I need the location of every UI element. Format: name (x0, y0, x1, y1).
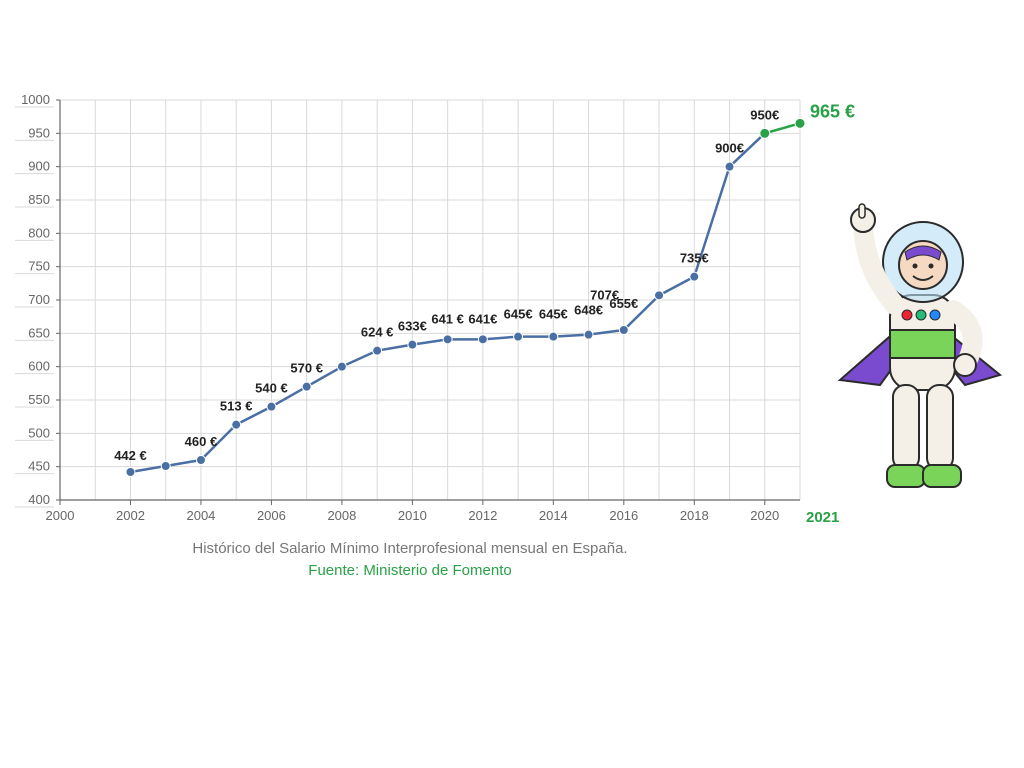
svg-text:633€: 633€ (398, 319, 427, 334)
svg-text:800: 800 (28, 225, 50, 240)
svg-text:648€: 648€ (574, 303, 603, 318)
svg-text:2021: 2021 (806, 509, 839, 526)
svg-text:624 €: 624 € (361, 325, 394, 340)
svg-text:641 €: 641 € (431, 311, 464, 326)
svg-text:442 €: 442 € (114, 448, 147, 463)
svg-text:2002: 2002 (116, 508, 145, 523)
svg-text:900€: 900€ (715, 141, 744, 156)
svg-text:641€: 641€ (468, 311, 497, 326)
svg-text:707€: 707€ (590, 287, 619, 302)
svg-text:2018: 2018 (680, 508, 709, 523)
line-chart: 400 450 500 550 600 650 700 750 800 850 900 950 1000… (0, 0, 1024, 768)
svg-text:2014: 2014 (539, 508, 568, 523)
chart-root: 400 450 500 550 600 650 700 750 800 850 900 950 1000… (0, 0, 1024, 768)
svg-text:2010: 2010 (398, 508, 427, 523)
svg-text:550: 550 (28, 392, 50, 407)
svg-text:570 €: 570 € (290, 361, 323, 376)
svg-text:750: 750 (28, 259, 50, 274)
svg-text:735€: 735€ (680, 251, 709, 266)
svg-text:2012: 2012 (468, 508, 497, 523)
svg-text:645€: 645€ (504, 307, 533, 322)
svg-text:850: 850 (28, 192, 50, 207)
svg-text:645€: 645€ (539, 307, 568, 322)
svg-text:450: 450 (28, 459, 50, 474)
svg-text:500: 500 (28, 425, 50, 440)
svg-text:2008: 2008 (327, 508, 356, 523)
svg-text:950€: 950€ (750, 107, 779, 122)
svg-text:965 €: 965 € (810, 101, 855, 121)
svg-text:950: 950 (28, 125, 50, 140)
svg-text:540 €: 540 € (255, 381, 288, 396)
svg-text:1000: 1000 (21, 92, 50, 107)
svg-text:2006: 2006 (257, 508, 286, 523)
svg-text:600: 600 (28, 359, 50, 374)
svg-text:460 €: 460 € (185, 434, 218, 449)
svg-text:2016: 2016 (609, 508, 638, 523)
svg-text:2020: 2020 (750, 508, 779, 523)
svg-text:2004: 2004 (186, 508, 215, 523)
svg-text:900: 900 (28, 159, 50, 174)
svg-text:400: 400 (28, 492, 50, 507)
svg-text:650: 650 (28, 325, 50, 340)
svg-text:700: 700 (28, 292, 50, 307)
svg-text:513 €: 513 € (220, 399, 253, 414)
chart-caption: Histórico del Salario Mínimo Interprofes… (0, 540, 820, 557)
svg-text:2000: 2000 (46, 508, 75, 523)
cartoon-astronaut-figure (840, 204, 1000, 487)
chart-source: Fuente: Ministerio de Fomento (0, 562, 820, 579)
